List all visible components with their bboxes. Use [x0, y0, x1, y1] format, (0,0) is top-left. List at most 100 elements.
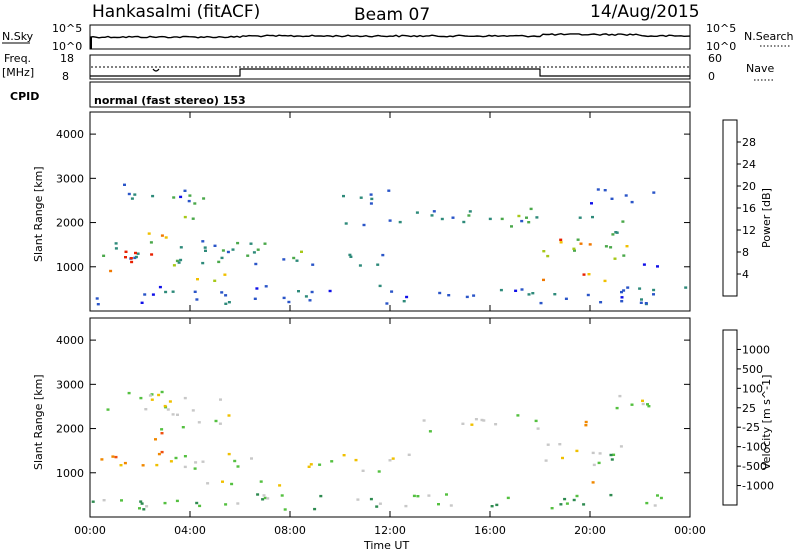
power-cell	[588, 243, 592, 246]
power-cell	[596, 188, 600, 191]
power-cell	[172, 196, 176, 199]
velocity-cell	[375, 505, 379, 508]
power-cell	[358, 264, 362, 267]
cpid-mode-text: normal (fast stereo) 153	[94, 94, 246, 107]
power-cell	[123, 183, 126, 186]
velocity-cell	[139, 396, 143, 400]
velocity-colorbar-tick-label: -500	[742, 460, 767, 473]
power-cell	[254, 262, 258, 266]
power-cell	[150, 253, 154, 256]
power-cell	[639, 301, 643, 304]
velocity-cell	[160, 390, 164, 394]
x-axis-label: Time UT	[363, 539, 409, 552]
velocity-cell	[111, 455, 115, 458]
power-cell	[542, 250, 546, 253]
velocity-colorbar-tick-label: 25	[742, 402, 756, 415]
power-cell	[640, 298, 643, 301]
velocity-cell	[139, 500, 143, 503]
velocity-cell	[558, 443, 562, 446]
power-cell	[514, 289, 518, 292]
velocity-cell	[356, 498, 360, 501]
power-cell	[609, 246, 613, 249]
power-cell	[227, 301, 231, 304]
power-cell	[440, 217, 444, 221]
power-cell	[179, 258, 183, 262]
power-cell	[183, 215, 187, 219]
power-cell	[102, 254, 106, 257]
power-cell	[369, 202, 373, 205]
power-cell	[535, 216, 539, 219]
velocity-cell	[422, 419, 426, 422]
velocity-cell	[494, 423, 498, 426]
velocity-cell	[171, 413, 175, 416]
velocity-cell	[342, 454, 346, 457]
power-cell	[542, 278, 545, 282]
power-cell	[311, 263, 315, 266]
power-cell	[613, 257, 617, 260]
velocity-cell	[575, 494, 579, 498]
power-cell	[517, 214, 521, 218]
velocity-cell	[142, 508, 146, 511]
power-cell	[527, 293, 531, 296]
power-cell	[638, 287, 642, 290]
velocity-cell	[168, 400, 172, 403]
power-cell	[529, 207, 533, 211]
power-cell	[525, 216, 528, 219]
power-cell	[642, 263, 646, 266]
power-cell	[133, 256, 137, 260]
power-y-tick-label: 3000	[56, 172, 84, 185]
power-cell	[213, 244, 217, 247]
power-cell	[204, 249, 207, 252]
velocity-cell	[490, 505, 494, 508]
velocity-colorbar-tick-label: -1000	[742, 480, 774, 493]
velocity-cell	[148, 394, 152, 397]
power-cell	[387, 189, 391, 192]
power-cell	[415, 211, 419, 214]
freq-tick-top: 18	[60, 52, 74, 65]
power-cell	[263, 242, 267, 245]
power-cell	[160, 234, 164, 237]
power-cell	[586, 293, 590, 297]
power-cell	[359, 196, 363, 199]
power-cell	[362, 223, 366, 227]
velocity-cell	[157, 393, 161, 397]
power-cell	[576, 238, 580, 241]
power-cell	[644, 302, 648, 305]
velocity-cell	[138, 507, 141, 510]
power-colorbar-tick-label: 28	[742, 136, 756, 149]
power-cell	[130, 260, 134, 264]
power-cell	[546, 254, 550, 258]
velocity-cell	[630, 403, 634, 406]
velocity-cell	[250, 457, 253, 460]
power-cell	[599, 301, 603, 304]
power-cell	[388, 219, 392, 222]
power-cell	[579, 242, 583, 245]
freq-label-1: Freq.	[4, 52, 31, 65]
velocity-cell	[163, 501, 167, 505]
power-cell	[223, 273, 227, 276]
power-cell	[370, 197, 374, 201]
power-cell	[582, 273, 586, 276]
power-cell	[171, 290, 175, 293]
nave-tick-bottom: 0	[708, 70, 715, 83]
power-cell	[193, 290, 197, 293]
velocity-cell	[197, 421, 201, 424]
power-cell	[510, 225, 513, 228]
power-cell	[652, 288, 656, 292]
power-cell	[656, 265, 659, 268]
velocity-cell	[598, 452, 602, 455]
power-cell	[130, 197, 134, 200]
power-cell	[625, 245, 629, 248]
x-tick-label: 20:00	[574, 524, 606, 537]
power-cell	[620, 300, 624, 303]
velocity-cell	[645, 501, 649, 505]
x-tick-label: 00:00	[674, 524, 706, 537]
power-cell	[231, 248, 235, 251]
x-tick-label: 08:00	[274, 524, 306, 537]
x-tick-label: 04:00	[174, 524, 206, 537]
velocity-y-tick-label: 1000	[56, 467, 84, 480]
velocity-cell	[201, 460, 205, 463]
velocity-cell	[100, 458, 104, 461]
velocity-cell	[615, 406, 619, 410]
velocity-cell	[266, 497, 270, 500]
